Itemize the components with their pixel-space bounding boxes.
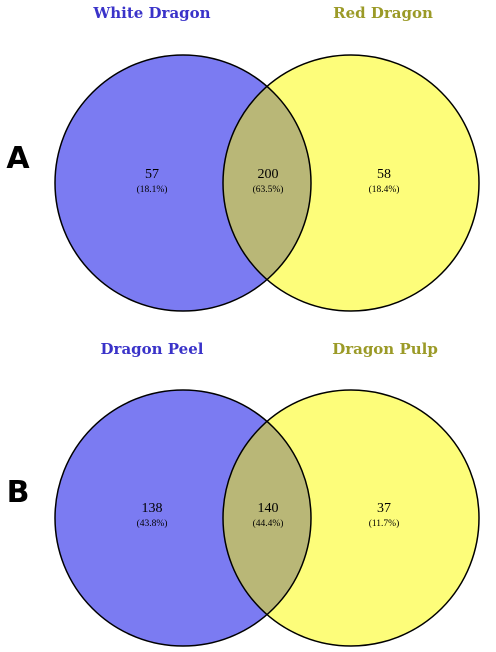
venn-panel-a: White Dragon Red Dragon 57 (18.1%) 200 (… xyxy=(6,4,480,312)
left-only-percent: (18.1%) xyxy=(137,184,168,195)
panel-label: A xyxy=(6,141,30,176)
venn-panel-b: Dragon Peel Dragon Pulp 138 (43.8%) 140 … xyxy=(7,340,480,647)
right-set-outline xyxy=(222,389,480,647)
panel-label: B xyxy=(7,475,30,510)
overlap-region xyxy=(223,390,311,646)
left-only-percent: (43.8%) xyxy=(137,518,168,529)
left-set-outline xyxy=(54,389,312,647)
right-only-count: 58 xyxy=(377,167,391,182)
right-only-count: 37 xyxy=(377,501,391,516)
overlap-percent: (63.5%) xyxy=(253,184,284,195)
right-set-outline xyxy=(222,54,480,312)
right-only-percent: (11.7%) xyxy=(369,518,400,529)
right-set-title: Red Dragon xyxy=(333,4,433,22)
right-set-title: Dragon Pulp xyxy=(332,340,438,358)
overlap-percent: (44.4%) xyxy=(253,518,284,529)
right-only-percent: (18.4%) xyxy=(369,184,400,195)
overlap-region xyxy=(223,55,311,311)
overlap-count: 200 xyxy=(258,167,279,182)
left-set-title: Dragon Peel xyxy=(101,340,204,358)
left-only-count: 57 xyxy=(145,167,159,182)
overlap-count: 140 xyxy=(258,501,279,516)
left-set-title: White Dragon xyxy=(92,4,210,22)
left-only-count: 138 xyxy=(142,501,163,516)
left-set-outline xyxy=(54,54,312,312)
